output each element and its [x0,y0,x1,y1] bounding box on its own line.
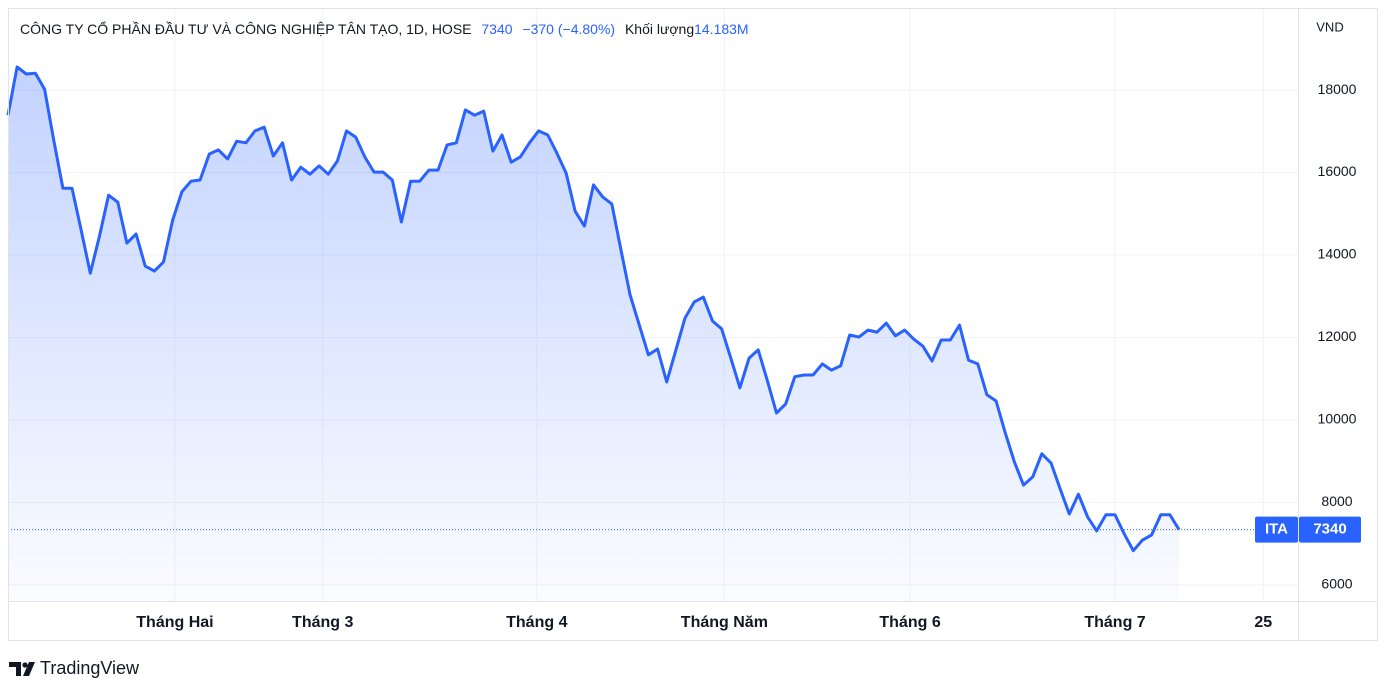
x-tick-label: 25 [1254,614,1272,631]
y-tick-label: 10000 [1318,411,1357,427]
y-tick-label: 6000 [1321,576,1352,592]
symbol-label-box [1255,516,1298,543]
volume-value: 14.183M [694,21,749,37]
y-tick-label: 16000 [1318,163,1357,179]
brand-name: TradingView [40,658,140,678]
price-line [6,65,1181,553]
x-tick-label: Tháng Hai [136,614,213,631]
y-tick-label: 18000 [1318,81,1357,97]
y-unit: VND [1316,19,1343,34]
x-tick-label: Tháng 4 [506,614,567,631]
symbol-label: ITA [1265,521,1288,538]
x-tick-label: Tháng 3 [292,614,353,631]
x-tick-label: Tháng 7 [1084,614,1145,631]
area [8,67,1180,601]
price-label: 7340 [1313,521,1346,538]
x-tick-label: Tháng Năm [681,614,768,631]
x-tick-label: Tháng 6 [879,614,940,631]
symbol-title: CÔNG TY CỔ PHẦN ĐẦU TƯ VÀ CÔNG NGHIỆP TÂ… [20,21,472,37]
y-tick-label: 14000 [1318,246,1357,262]
y-tick-label: 8000 [1321,493,1352,509]
legend-header: CÔNG TY CỔ PHẦN ĐẦU TƯ VÀ CÔNG NGHIỆP TÂ… [20,21,755,37]
chart-frame [8,8,1378,641]
brand: TradingView [8,658,139,679]
brand-logo [9,661,35,676]
price-label-box [1299,516,1361,543]
y-tick-label: 12000 [1318,328,1357,344]
price-change: −370 (−4.80%) [522,21,616,37]
volume-label: Khối lượng [624,21,695,37]
last-price: 7340 [481,21,513,37]
